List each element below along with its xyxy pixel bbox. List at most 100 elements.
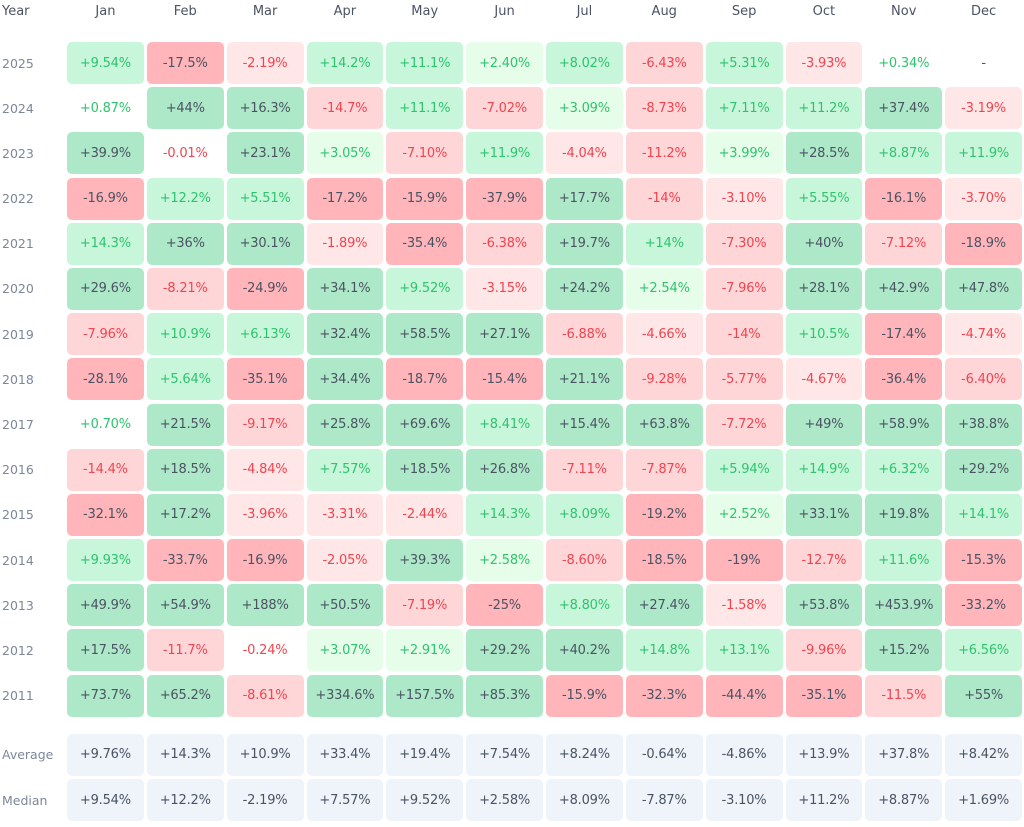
heatmap-cell: +50.5%: [306, 584, 384, 627]
heatmap-cell: +8.41%: [466, 403, 543, 446]
year-label: 2015: [2, 507, 34, 523]
summary-cell: +9.54%: [67, 779, 144, 821]
heatmap-cell: -7.11%: [546, 448, 623, 491]
month-header-oct: Oct: [812, 3, 836, 19]
heatmap-cell: -3.31%: [306, 493, 384, 536]
summary-cell: +2.58%: [466, 779, 543, 821]
summary-cell: +8.87%: [865, 779, 943, 821]
summary-cell: -2.19%: [226, 779, 304, 821]
heatmap-cell: -: [945, 42, 1022, 84]
year-label: 2025: [2, 55, 34, 71]
year-row-2012: 2012 +17.5% -11.7% -0.24% +3.07% +2.91% +29.2%…: [0, 629, 1022, 672]
heatmap-cell: +11.9%: [945, 132, 1022, 175]
heatmap-cell: +63.8%: [625, 403, 703, 446]
heatmap-cell: +25.8%: [306, 403, 384, 446]
heatmap-cell: -5.77%: [705, 358, 783, 401]
heatmap-cell: -14.7%: [306, 87, 384, 130]
heatmap-cell: +16.3%: [226, 87, 304, 130]
summary-cell: +8.24%: [546, 733, 623, 776]
heatmap-cell: +85.3%: [466, 674, 543, 717]
heatmap-cell: +21.5%: [146, 403, 224, 446]
heatmap-cell: +2.54%: [625, 267, 703, 310]
heatmap-cell: +5.55%: [785, 177, 863, 220]
heatmap-cell: +3.05%: [306, 132, 384, 175]
month-header-jul: Jul: [576, 3, 593, 19]
heatmap-cell: -16.9%: [226, 539, 304, 582]
year-label: 2024: [2, 100, 34, 116]
heatmap-cell: -8.60%: [546, 539, 623, 582]
heatmap-cell: +58.5%: [386, 313, 464, 356]
year-column-header: Year: [2, 3, 30, 19]
heatmap-cell: +53.8%: [785, 584, 863, 627]
heatmap-cell: -4.04%: [546, 132, 623, 175]
year-row-2024: 2024 +0.87% +44% +16.3% -14.7% +11.1% -7.02% +3…: [0, 87, 1022, 130]
heatmap-cell: -0.01%: [146, 132, 224, 175]
summary-cell: +9.52%: [386, 779, 464, 821]
heatmap-cell: +14.3%: [466, 493, 543, 536]
heatmap-cell: -7.96%: [705, 267, 783, 310]
heatmap-cell: -8.73%: [625, 87, 703, 130]
heatmap-cell: -36.4%: [865, 358, 943, 401]
month-header-jan: Jan: [95, 3, 116, 19]
heatmap-cell: -25%: [466, 584, 543, 627]
heatmap-cell: +39.3%: [386, 539, 464, 582]
heatmap-cell: +73.7%: [67, 674, 144, 717]
heatmap-body: 2025 +9.54% -17.5% -2.19% +14.2% +11.1% +2.40%…: [0, 42, 1022, 717]
heatmap-cell: +27.1%: [466, 313, 543, 356]
summary-cell: +11.2%: [785, 779, 863, 821]
year-row-2025: 2025 +9.54% -17.5% -2.19% +14.2% +11.1% +2.40%…: [0, 42, 1022, 84]
month-header-apr: Apr: [333, 3, 357, 19]
heatmap-cell: +55%: [945, 674, 1022, 717]
year-row-2023: 2023 +39.9% -0.01% +23.1% +3.05% -7.10% +11.9%…: [0, 132, 1022, 175]
header-row: Year Jan Feb Mar Apr May Jun Jul Aug Sep Oct Nov De…: [0, 0, 1022, 22]
heatmap-cell: -35.4%: [386, 222, 464, 265]
heatmap-cell: +157.5%: [386, 674, 464, 717]
heatmap-cell: +2.40%: [466, 42, 543, 84]
heatmap-cell: -8.61%: [226, 674, 304, 717]
month-header-aug: Aug: [651, 3, 677, 19]
heatmap-cell: +58.9%: [865, 403, 943, 446]
heatmap-cell: +34.4%: [306, 358, 384, 401]
heatmap-cell: +7.11%: [705, 87, 783, 130]
heatmap-cell: +6.56%: [945, 629, 1022, 672]
heatmap-cell: -14%: [625, 177, 703, 220]
heatmap-cell: -14%: [705, 313, 783, 356]
heatmap-cell: +49%: [785, 403, 863, 446]
year-label: 2022: [2, 191, 34, 207]
summary-cell: -3.10%: [705, 779, 783, 821]
heatmap-cell: +14.9%: [785, 448, 863, 491]
heatmap-cell: -2.19%: [226, 42, 304, 84]
heatmap-cell: -6.88%: [546, 313, 623, 356]
heatmap-cell: +3.09%: [546, 87, 623, 130]
heatmap-cell: -7.30%: [705, 222, 783, 265]
heatmap-cell: +18.5%: [386, 448, 464, 491]
heatmap-cell: +29.2%: [466, 629, 543, 672]
year-label: 2019: [2, 326, 34, 342]
heatmap-cell: +5.94%: [705, 448, 783, 491]
heatmap-cell: -12.7%: [785, 539, 863, 582]
heatmap-cell: +11.6%: [865, 539, 943, 582]
summary-spacer: [0, 720, 1022, 734]
heatmap-cell: -7.72%: [705, 403, 783, 446]
month-header-nov: Nov: [891, 3, 917, 19]
heatmap-cell: +12.2%: [146, 177, 224, 220]
heatmap-cell: -3.93%: [785, 42, 863, 84]
heatmap-cell: +11.1%: [386, 42, 464, 84]
year-row-2018: 2018 -28.1% +5.64% -35.1% +34.4% -18.7% -15.4%…: [0, 358, 1022, 401]
heatmap-cell: +14%: [625, 222, 703, 265]
heatmap-cell: +27.4%: [625, 584, 703, 627]
heatmap-cell: +39.9%: [67, 132, 144, 175]
year-row-2019: 2019 -7.96% +10.9% +6.13% +32.4% +58.5% +27.1%…: [0, 313, 1022, 356]
heatmap-cell: +29.6%: [67, 267, 144, 310]
heatmap-cell: +9.54%: [67, 42, 144, 84]
heatmap-cell: -37.9%: [466, 177, 543, 220]
heatmap-cell: -7.96%: [67, 313, 144, 356]
heatmap-cell: +3.07%: [306, 629, 384, 672]
heatmap-cell: +34.1%: [306, 267, 384, 310]
heatmap-cell: +8.09%: [546, 493, 623, 536]
heatmap-cell: +28.1%: [785, 267, 863, 310]
month-header-may: May: [411, 3, 439, 19]
heatmap-cell: +54.9%: [146, 584, 224, 627]
heatmap-cell: +24.2%: [546, 267, 623, 310]
month-header-mar: Mar: [252, 3, 278, 19]
